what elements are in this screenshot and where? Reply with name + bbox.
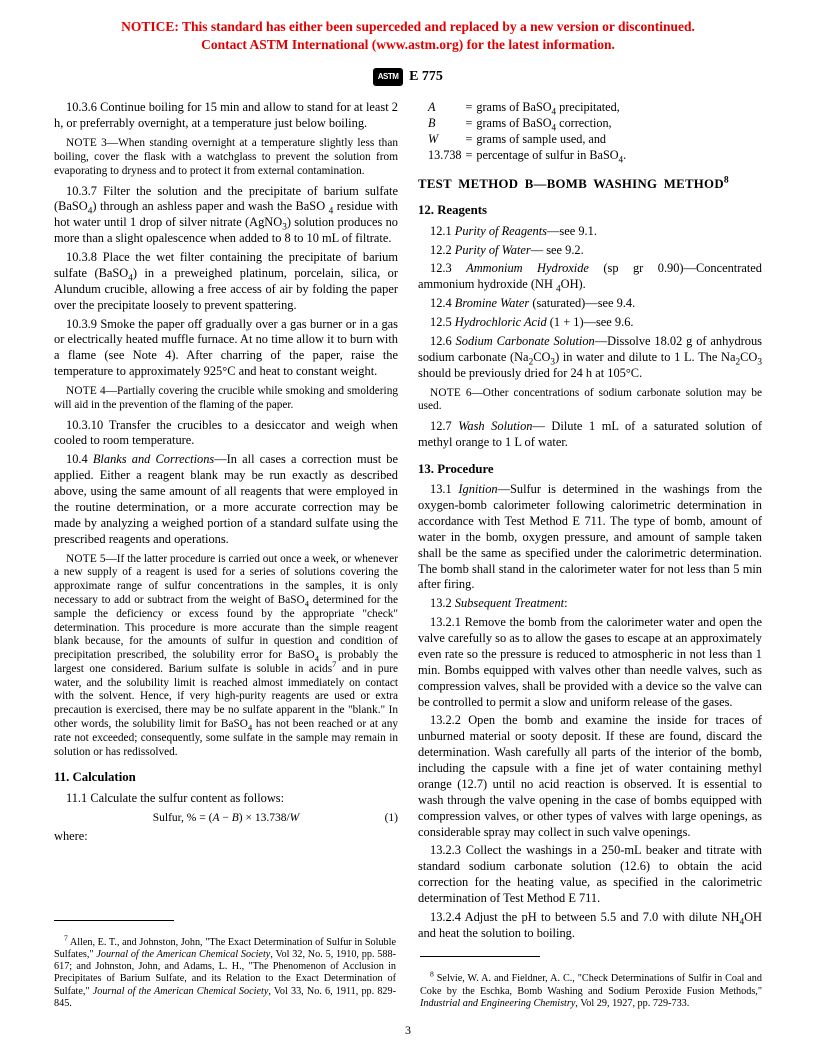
footnotes-right: 8 Selvie, W. A. and Fieldner, A. C., "Ch… (420, 946, 762, 1012)
h-11: 11. Calculation (54, 769, 398, 785)
where-row: 13.738=percentage of sulfur in BaSO4. (426, 148, 628, 164)
doc-header: ASTM E 775 (0, 68, 816, 86)
notice-line2: Contact ASTM International (www.astm.org… (201, 37, 615, 52)
p-10-4: 10.4 Blanks and Corrections—In all cases… (54, 452, 398, 547)
p-10-3-10: 10.3.10 Transfer the crucibles to a desi… (54, 418, 398, 450)
p-13-2-2: 13.2.2 Open the bomb and examine the ins… (418, 713, 762, 840)
footnote-8: 8 Selvie, W. A. and Fieldner, A. C., "Ch… (420, 973, 762, 1010)
where-row: B=grams of BaSO4 correction, (426, 116, 628, 132)
where-label: where: (54, 829, 398, 845)
note-6: NOTE 6—Other concentrations of sodium ca… (418, 387, 762, 415)
designation: E 775 (409, 69, 443, 85)
notice-line1: NOTICE: This standard has either been su… (121, 19, 695, 34)
h-12: 12. Reagents (418, 202, 762, 218)
left-column: 10.3.6 Continue boiling for 15 min and a… (54, 100, 398, 944)
astm-logo-icon: ASTM (373, 68, 403, 86)
p-12-6: 12.6 Sodium Carbonate Solution—Dissolve … (418, 334, 762, 382)
page-number: 3 (0, 1023, 816, 1038)
p-12-5: 12.5 Hydrochloric Acid (1 + 1)—see 9.6. (418, 315, 762, 331)
p-13-2-3: 13.2.3 Collect the washings in a 250-mL … (418, 843, 762, 907)
p-12-7: 12.7 Wash Solution— Dilute 1 mL of a sat… (418, 419, 762, 451)
p-10-3-8: 10.3.8 Place the wet filter containing t… (54, 250, 398, 314)
p-13-2-4: 13.2.4 Adjust the pH to between 5.5 and … (418, 910, 762, 942)
p-12-2: 12.2 Purity of Water— see 9.2. (418, 243, 762, 259)
h-13: 13. Procedure (418, 461, 762, 477)
p-13-1: 13.1 Ignition—Sulfur is determined in th… (418, 482, 762, 593)
p-13-2: 13.2 Subsequent Treatment: (418, 596, 762, 612)
notice-banner: NOTICE: This standard has either been su… (0, 0, 816, 58)
p-10-3-7: 10.3.7 Filter the solution and the preci… (54, 184, 398, 248)
p-10-3-6: 10.3.6 Continue boiling for 15 min and a… (54, 100, 398, 132)
p-10-3-9: 10.3.9 Smoke the paper off gradually ove… (54, 317, 398, 381)
p-12-1: 12.1 Purity of Reagents—see 9.1. (418, 224, 762, 240)
note-4: NOTE 4—Partially covering the crucible w… (54, 385, 398, 413)
where-definitions: A=grams of BaSO4 precipitated, B=grams o… (426, 100, 628, 163)
p-12-4: 12.4 Bromine Water (saturated)—see 9.4. (418, 296, 762, 312)
where-row: A=grams of BaSO4 precipitated, (426, 100, 628, 116)
note-3: NOTE 3—When standing overnight at a temp… (54, 137, 398, 178)
p-12-3: 12.3 Ammonium Hydroxide (sp gr 0.90)—Con… (418, 261, 762, 293)
equation-1: Sulfur, % = (A − B) × 13.738/W (1) (54, 811, 398, 826)
note-5: NOTE 5—If the latter procedure is carrie… (54, 553, 398, 760)
p-13-2-1: 13.2.1 Remove the bomb from the calorime… (418, 615, 762, 710)
right-column: A=grams of BaSO4 precipitated, B=grams o… (418, 100, 762, 944)
footnotes-left: 7 Allen, E. T., and Johnston, John, "The… (54, 910, 396, 1012)
page-columns: 10.3.6 Continue boiling for 15 min and a… (0, 100, 816, 944)
p-11-1: 11.1 Calculate the sulfur content as fol… (54, 791, 398, 807)
where-row: W=grams of sample used, and (426, 132, 628, 148)
footnote-7: 7 Allen, E. T., and Johnston, John, "The… (54, 937, 396, 1010)
h-method-b: TEST METHOD B—BOMB WASHING METHOD8 (418, 176, 762, 192)
eq-number: (1) (385, 811, 398, 826)
